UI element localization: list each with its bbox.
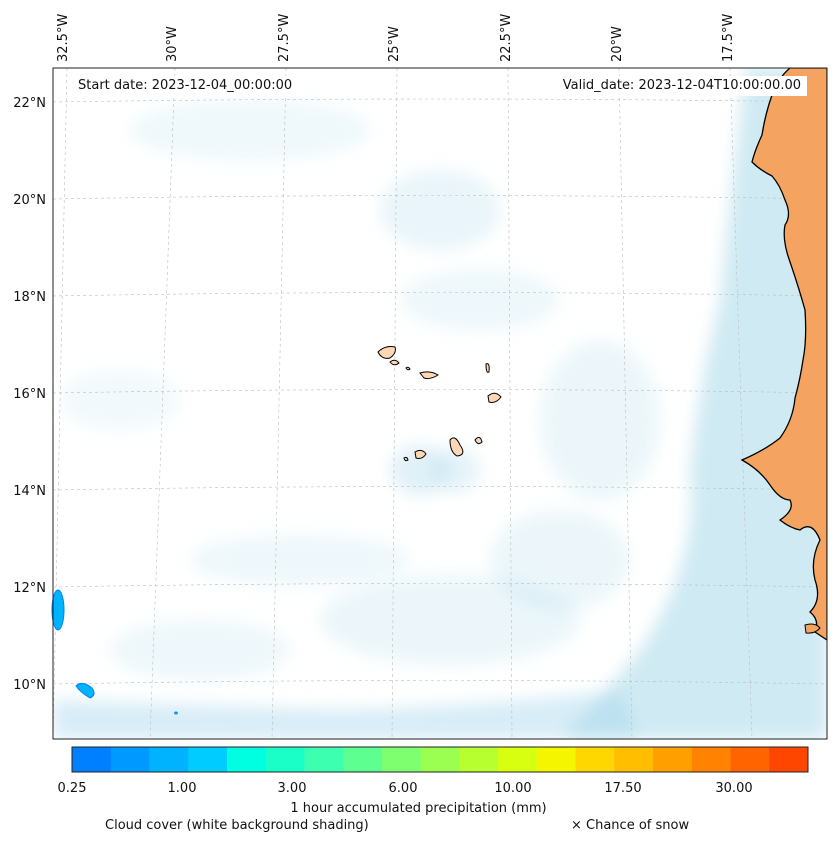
lon-label: 32.5°W	[56, 14, 71, 62]
island-boa-vista	[487, 392, 502, 403]
colorbar-tick: 1.00	[167, 781, 197, 796]
lat-label: 16°N	[13, 387, 46, 402]
africa-landmass	[740, 68, 827, 641]
colorbar-segment	[769, 747, 809, 772]
colorbar-segment	[536, 747, 577, 772]
valid-date-label: Valid_date: 2023-12-04T10:00:00.00	[556, 76, 807, 96]
island-fogo	[414, 449, 427, 459]
cloud-cover-note: Cloud cover (white background shading)	[105, 818, 369, 833]
colorbar-label: 1 hour accumulated precipitation (mm)	[290, 801, 547, 816]
colorbar-segment	[110, 747, 150, 772]
colorbar-segment	[730, 747, 770, 772]
island-sal	[485, 363, 490, 373]
colorbar-segment	[614, 747, 654, 772]
island-brava	[403, 456, 409, 462]
colorbar-segment	[459, 747, 499, 772]
lat-label: 14°N	[13, 484, 46, 499]
lon-label: 25°W	[387, 26, 402, 62]
precip-cell	[51, 589, 65, 631]
longitude-labels: 32.5°W 30°W 27.5°W 25°W 22.5°W 20°W 17.5…	[56, 14, 736, 62]
colorbar-segment	[226, 747, 267, 772]
precip-cell	[174, 711, 178, 715]
lat-label: 20°N	[13, 193, 46, 208]
colorbar-tick: 10.00	[494, 781, 532, 796]
precipitation-cells	[51, 589, 178, 715]
island-sao-nicolau	[419, 371, 439, 380]
colorbar-tick: 0.25	[57, 781, 87, 796]
lon-label: 17.5°W	[721, 14, 736, 62]
lon-label: 22.5°W	[499, 14, 514, 62]
colorbar	[72, 747, 809, 772]
lon-label: 27.5°W	[277, 14, 292, 62]
colorbar-segment	[420, 747, 460, 772]
colorbar-segment	[265, 747, 305, 772]
lat-label: 22°N	[13, 96, 46, 111]
colorbar-segment	[381, 747, 422, 772]
precip-cell	[75, 682, 95, 699]
colorbar-segment	[72, 747, 112, 772]
latitude-labels: 22°N 20°N 18°N 16°N 14°N 12°N 10°N	[13, 96, 46, 693]
colorbar-segment	[691, 747, 732, 772]
map-frame	[52, 67, 828, 740]
colorbar-segment	[498, 747, 538, 772]
lon-label: 20°W	[610, 26, 625, 62]
colorbar-tick: 17.50	[604, 781, 642, 796]
island-santo-antao	[377, 346, 396, 359]
start-date-label: Start date: 2023-12-04_00:00:00	[72, 76, 299, 96]
colorbar-segment	[149, 747, 189, 772]
island-santa-luzia	[405, 366, 411, 371]
colorbar-segment	[188, 747, 228, 772]
lat-label: 10°N	[13, 678, 46, 693]
colorbar-segment	[653, 747, 693, 772]
island-sao-vicente	[389, 359, 400, 366]
colorbar-frame	[71, 746, 809, 773]
island-maio	[474, 436, 483, 445]
cape-verde-islands	[377, 346, 502, 462]
lat-label: 12°N	[13, 581, 46, 596]
colorbar-tick: 3.00	[277, 781, 307, 796]
colorbar-tick: 30.00	[715, 781, 753, 796]
lon-label: 30°W	[165, 26, 180, 62]
colorbar-segment	[304, 747, 344, 772]
colorbar-segment	[343, 747, 383, 772]
cloud-cover-layer	[53, 68, 827, 739]
lat-label: 18°N	[13, 290, 46, 305]
colorbar-tick: 6.00	[388, 781, 418, 796]
island-santiago	[449, 437, 464, 457]
snow-chance-note: × Chance of snow	[571, 818, 690, 833]
colorbar-segment	[575, 747, 615, 772]
